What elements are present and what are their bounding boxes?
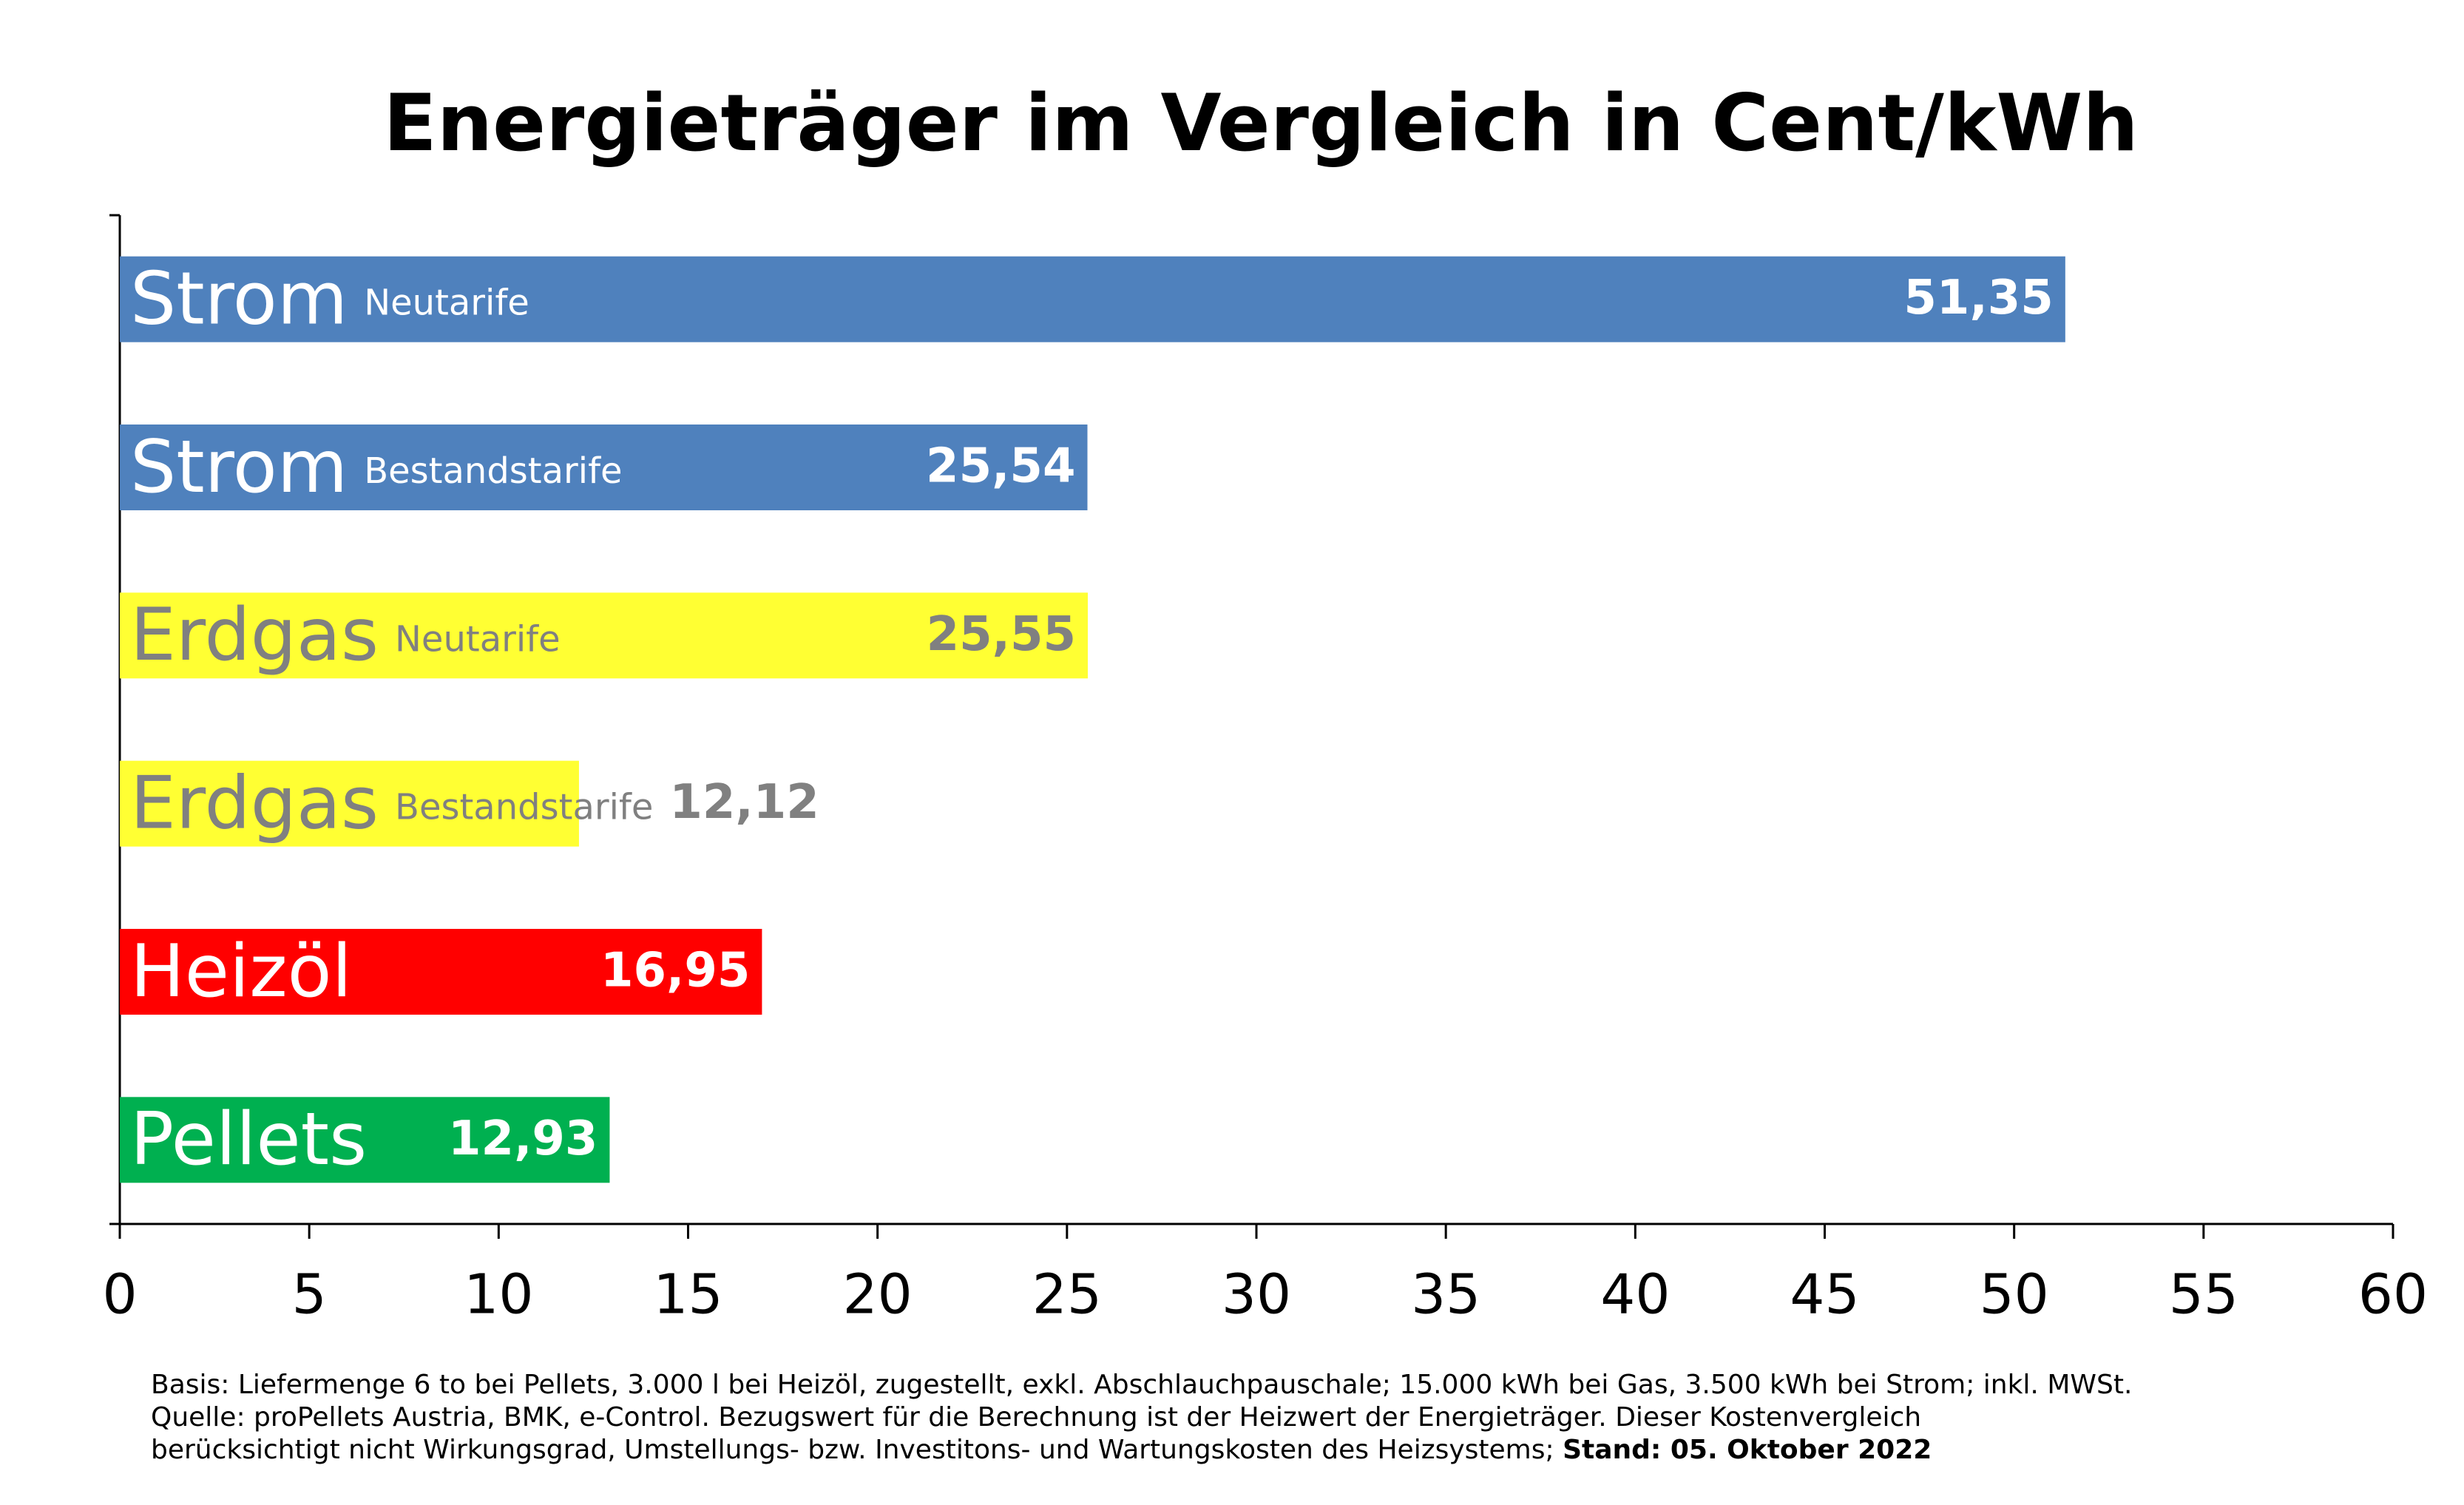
x-tick-label: 10 bbox=[464, 1263, 533, 1327]
category-label: Strom bbox=[130, 257, 348, 342]
category-label: Erdgas bbox=[130, 762, 379, 846]
x-tick-label: 55 bbox=[2169, 1263, 2238, 1327]
bar bbox=[120, 1097, 610, 1183]
category-sublabel: Bestandstarife bbox=[395, 787, 653, 828]
x-tick-label: 50 bbox=[1980, 1263, 2049, 1327]
category-label: Erdgas bbox=[130, 593, 379, 677]
x-tick-label: 5 bbox=[292, 1263, 327, 1327]
value-label: 25,55 bbox=[927, 607, 1076, 662]
footnote: Basis: Liefermenge 6 to bei Pellets, 3.0… bbox=[151, 1370, 2132, 1400]
bar bbox=[120, 425, 1088, 510]
x-tick-label: 30 bbox=[1222, 1263, 1291, 1327]
x-tick-label: 0 bbox=[102, 1263, 137, 1327]
value-label: 25,54 bbox=[926, 439, 1075, 494]
x-tick-label: 25 bbox=[1032, 1263, 1102, 1327]
x-tick-label: 60 bbox=[2358, 1263, 2428, 1327]
value-label: 12,93 bbox=[448, 1112, 598, 1166]
category-label: Strom bbox=[130, 425, 348, 510]
x-tick-label: 35 bbox=[1411, 1263, 1480, 1327]
value-label: 16,95 bbox=[600, 944, 750, 998]
footnote-date: Stand: 05. Oktober 2022 bbox=[1563, 1435, 1932, 1465]
category-sublabel: Bestandstarife bbox=[364, 450, 622, 492]
x-tick-label: 45 bbox=[1790, 1263, 1859, 1327]
x-tick-label: 15 bbox=[653, 1263, 722, 1327]
category-sublabel: Neutarife bbox=[364, 283, 529, 324]
category-label: Pellets bbox=[130, 1098, 367, 1182]
value-label: 12,12 bbox=[669, 775, 819, 830]
x-tick-label: 20 bbox=[843, 1263, 913, 1327]
category-label: Heizöl bbox=[130, 930, 352, 1014]
bar bbox=[120, 760, 579, 847]
footnote: berücksichtigt nicht Wirkungsgrad, Umste… bbox=[151, 1435, 1932, 1465]
chart-title: Energieträger im Vergleich in Cent/kWh bbox=[383, 78, 2138, 169]
footnote-text: berücksichtigt nicht Wirkungsgrad, Umste… bbox=[151, 1435, 1554, 1465]
bar bbox=[120, 592, 1089, 679]
bar bbox=[120, 929, 762, 1015]
footnote: Quelle: proPellets Austria, BMK, e-Contr… bbox=[151, 1402, 1921, 1433]
value-label: 51,35 bbox=[1903, 271, 2053, 325]
category-sublabel: Neutarife bbox=[395, 618, 561, 660]
x-tick-label: 40 bbox=[1600, 1263, 1670, 1327]
bar bbox=[120, 256, 2065, 342]
